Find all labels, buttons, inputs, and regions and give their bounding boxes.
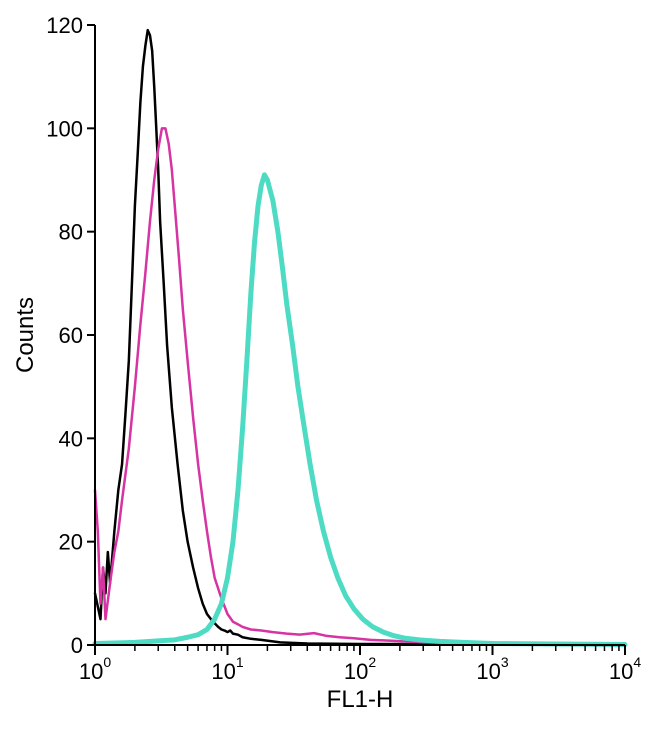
flow-cytometry-chart: 020406080100120Counts100101102103104FL1-… — [0, 0, 650, 745]
y-tick-label: 0 — [71, 633, 83, 658]
y-tick-label: 100 — [46, 116, 83, 141]
y-tick-label: 40 — [59, 426, 83, 451]
chart-svg: 020406080100120Counts100101102103104FL1-… — [0, 0, 650, 745]
y-tick-label: 60 — [59, 323, 83, 348]
y-axis-label: Counts — [12, 297, 39, 373]
y-tick-label: 120 — [46, 13, 83, 38]
x-axis-label: FL1-H — [327, 686, 394, 713]
chart-bg — [0, 0, 650, 745]
y-tick-label: 20 — [59, 530, 83, 555]
y-tick-label: 80 — [59, 220, 83, 245]
